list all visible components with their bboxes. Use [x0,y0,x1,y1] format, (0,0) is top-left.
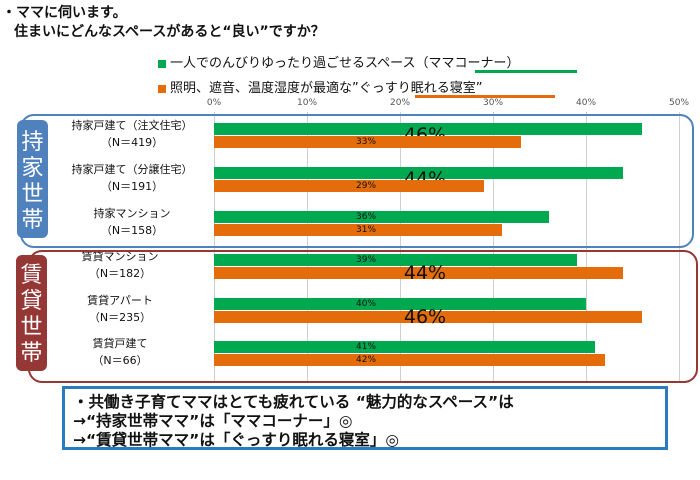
category-name: 持家マンション [93,207,171,220]
category-name: 賃貸戸建て [92,337,148,350]
bar-mama-corner [214,167,624,179]
bar-bedroom [214,136,521,148]
data-label: 36% [355,212,377,222]
x-tick-label: 0% [206,98,222,108]
legend-underline-green [475,70,577,73]
x-tick-label: 20% [389,98,411,108]
data-label: 33% [355,137,377,147]
data-label: 39% [355,255,377,265]
question-line-1: ・ママに伺います。 [2,5,127,21]
summary-box: ・共働き子育てママはとても疲れている “魅力的なスペース”は →“持家世帯ママ”… [62,386,668,450]
legend-label: 照明、遮音、温度湿度が最適な”ぐっすり眠れる寝室” [170,81,483,96]
bar-bedroom [214,311,642,323]
legend-underline-orange [415,95,555,98]
data-label: 44% [403,262,447,284]
data-label: 42% [355,355,377,365]
category-n: （N＝158） [100,224,164,237]
category-label: 持家戸建て（分譲住宅） （N＝191） [52,161,212,195]
bar-mama-corner [214,254,577,266]
category-label: 賃貸戸建て （N＝66） [40,335,200,369]
bar-mama-corner [214,298,586,310]
bar-bedroom [214,180,484,192]
data-label: 29% [355,181,377,191]
category-name: 賃貸アパート [87,294,153,307]
bar-bedroom [214,267,624,279]
summary-line-3: →“賃貸世帯ママ”は「ぐっすり眠れる寝室」◎ [73,431,399,449]
data-label: 46% [403,306,447,328]
category-label: 賃貸マンション （N＝182） [40,248,200,282]
summary-line-1: ・共働き子育てママはとても疲れている “魅力的なスペース”は [73,393,514,411]
category-n: （N＝235） [88,311,152,324]
category-n: （N＝191） [100,180,164,193]
bar-bedroom [214,224,503,236]
category-label: 持家マンション （N＝158） [52,205,212,239]
category-n: （N＝419） [100,136,164,149]
renter-group-box [28,250,698,383]
data-label: 31% [355,225,377,235]
bar-mama-corner [214,341,596,353]
owner-group-label: 持家世帯 [17,120,48,238]
legend-label: 一人でのんびりゆったり過ごせるスペース（ママコーナー） [170,56,520,71]
category-name: 賃貸マンション [81,250,159,263]
legend-swatch-green [158,59,166,68]
category-label: 賃貸アパート （N＝235） [40,292,200,326]
x-tick-label: 40% [575,98,597,108]
data-label: 41% [355,342,377,352]
x-tick-label: 10% [296,98,318,108]
bar-bedroom [214,354,605,366]
category-n: （N＝182） [88,267,152,280]
legend-item-orange: 照明、遮音、温度湿度が最適な”ぐっすり眠れる寝室” [158,77,482,96]
bar-mama-corner [214,123,642,135]
category-name: 持家戸建て（注文住宅） [71,119,193,132]
x-tick-label: 50% [668,98,690,108]
bar-mama-corner [214,211,549,223]
x-tick-label: 30% [482,98,504,108]
category-label: 持家戸建て（注文住宅） （N＝419） [52,117,212,151]
owner-group-box [20,114,694,248]
category-n: （N＝66） [92,354,148,367]
legend-item-green: 一人でのんびりゆったり過ごせるスペース（ママコーナー） [158,52,519,71]
renter-group-label: 賃貸世帯 [16,255,47,371]
legend-swatch-orange [158,84,166,93]
summary-line-2: →“持家世帯ママ”は「ママコーナー」◎ [73,412,353,430]
question-line-2: 住まいにどんなスペースがあると“良い”ですか？ [14,24,325,40]
category-name: 持家戸建て（分譲住宅） [71,163,193,176]
data-label: 40% [355,299,377,309]
